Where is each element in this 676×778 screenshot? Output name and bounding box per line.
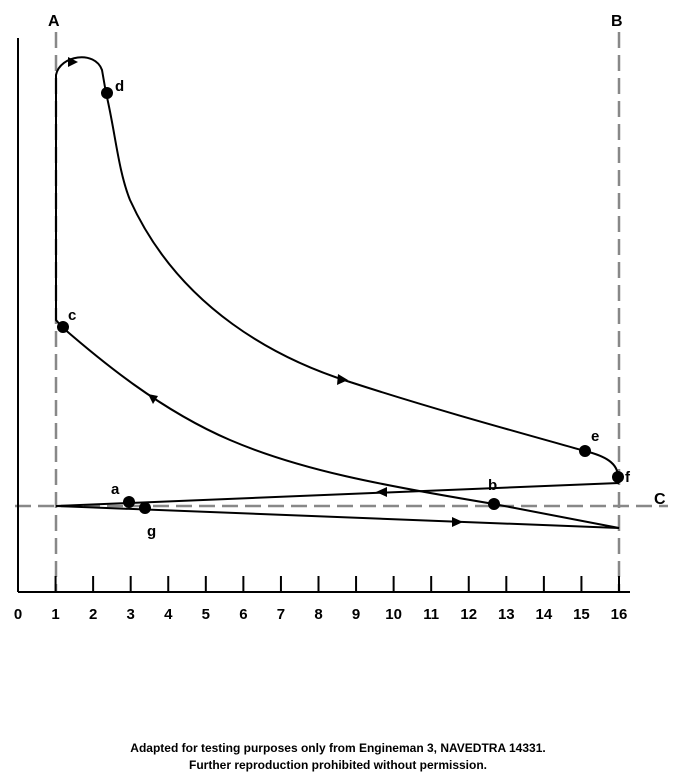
footer-line: Further reproduction prohibited without … [189,758,487,772]
line-a-exhaust [55,482,620,507]
arrow [68,57,78,67]
footer-line: Adapted for testing purposes only from E… [130,741,545,755]
point-label: b [488,477,497,494]
tick-label: 0 [14,606,22,623]
point [579,445,591,457]
points [57,87,624,514]
tick-label: 11 [423,606,439,623]
point-label: d [115,78,124,95]
point [612,471,624,483]
point [139,502,151,514]
arrow [337,374,348,385]
arrow [376,487,387,497]
tick-label: 2 [89,606,97,623]
tick-label: 1 [51,606,59,623]
tick-label: 3 [127,606,135,623]
point-label: a [111,481,120,498]
tick-label: 16 [611,606,628,623]
x-ticks: 0 1 2 3 4 5 6 7 8 9 10 11 12 13 14 15 16 [14,576,628,623]
arrow [452,517,463,527]
point-label: g [147,523,156,540]
tick-label: 5 [202,606,210,623]
compression-curve [55,56,620,529]
point-label: e [591,428,599,445]
tick-label: 12 [460,606,477,623]
tick-label: 14 [536,606,553,623]
label-a: A [48,13,60,30]
tick-label: 15 [573,606,590,623]
tick-label: 8 [314,606,322,623]
tick-label: 9 [352,606,360,623]
point [123,496,135,508]
point-label: f [625,469,631,486]
tick-label: 10 [385,606,402,623]
tick-label: 13 [498,606,515,623]
arrow [148,394,158,404]
label-b: B [611,13,623,30]
point-label: c [68,307,76,324]
tick-label: 4 [164,606,173,623]
label-c: C [654,491,666,508]
point [101,87,113,99]
point [57,321,69,333]
tick-label: 7 [277,606,285,623]
point [488,498,500,510]
tick-label: 6 [239,606,247,623]
